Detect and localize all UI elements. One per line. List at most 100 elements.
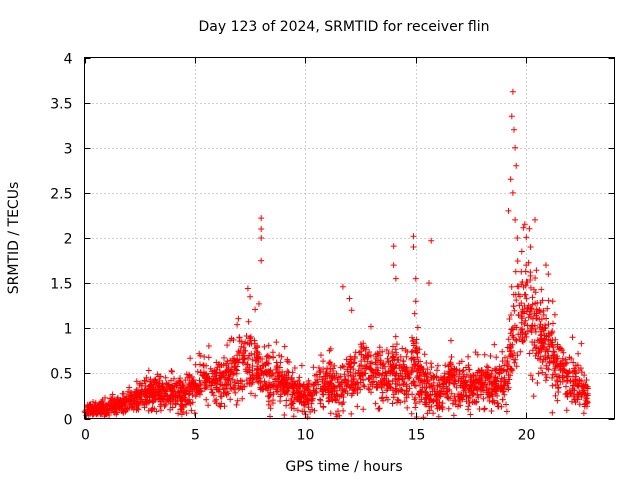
data-point: [301, 402, 307, 409]
data-point: [119, 408, 126, 415]
data-point: [409, 348, 416, 355]
data-point: [372, 400, 379, 407]
data-point: [382, 370, 389, 377]
data-point: [291, 365, 298, 371]
data-point: [550, 320, 556, 327]
data-point: [156, 395, 163, 402]
data-point: [109, 397, 116, 404]
data-point: [396, 365, 403, 372]
data-point: [311, 381, 318, 388]
data-point: [410, 340, 417, 347]
data-point: [533, 310, 540, 317]
data-point: [417, 363, 424, 370]
data-point: [574, 378, 581, 385]
data-point: [299, 408, 306, 415]
data-point: [197, 381, 204, 387]
data-point: [317, 369, 324, 376]
data-point: [538, 365, 544, 372]
data-point: [298, 362, 305, 369]
data-point: [507, 365, 514, 372]
data-point: [518, 313, 525, 320]
data-point: [366, 365, 373, 372]
data-point: [344, 390, 351, 397]
data-point: [385, 350, 392, 357]
x-axis-label: GPS time / hours: [285, 459, 402, 475]
data-point: [272, 375, 279, 382]
data-point: [545, 271, 552, 278]
data-point: [156, 386, 163, 393]
data-point: [406, 385, 413, 392]
data-point: [534, 380, 541, 386]
data-point: [244, 361, 251, 368]
data-point: [390, 262, 397, 269]
data-point: [522, 317, 529, 324]
data-point: [327, 379, 334, 386]
data-point: [205, 402, 212, 409]
data-point: [257, 379, 264, 386]
data-point: [385, 359, 392, 366]
data-point: [433, 373, 440, 380]
data-point: [288, 375, 295, 382]
data-point: [568, 355, 575, 362]
data-point: [269, 400, 276, 406]
data-point: [258, 215, 265, 222]
data-point: [545, 336, 552, 343]
data-point: [358, 348, 364, 355]
data-point: [256, 351, 263, 358]
data-point: [452, 397, 459, 404]
data-point: [529, 339, 536, 345]
data-point: [295, 377, 302, 384]
data-point: [283, 372, 290, 379]
data-point: [527, 244, 534, 250]
data-point: [339, 385, 346, 392]
data-point: [537, 356, 543, 363]
data-point: [217, 393, 224, 400]
data-point: [459, 368, 466, 375]
data-point: [571, 392, 578, 399]
data-point: [413, 367, 420, 374]
data-point: [492, 374, 499, 381]
data-point: [354, 403, 361, 410]
data-point: [180, 404, 187, 411]
data-point: [403, 387, 410, 394]
data-point: [143, 374, 150, 381]
data-point: [494, 400, 501, 407]
data-point: [273, 388, 280, 395]
data-point: [354, 379, 361, 386]
data-point: [583, 377, 590, 383]
data-point: [176, 378, 183, 385]
data-point: [216, 364, 223, 370]
data-point: [139, 388, 146, 395]
data-point: [411, 382, 418, 389]
data-point: [517, 348, 524, 355]
data-point: [169, 404, 176, 411]
data-point: [569, 334, 576, 341]
data-point: [403, 394, 410, 401]
data-point: [228, 360, 235, 367]
data-point: [365, 385, 372, 392]
data-point: [178, 388, 185, 395]
data-point: [128, 397, 135, 404]
data-point: [509, 88, 516, 95]
data-point: [499, 396, 506, 403]
data-point: [533, 267, 540, 274]
data-point: [577, 365, 584, 372]
data-point: [453, 384, 460, 391]
data-point: [584, 385, 591, 392]
data-point: [203, 396, 210, 403]
data-point: [296, 374, 303, 381]
data-point: [265, 393, 271, 400]
data-point: [510, 326, 517, 333]
data-point: [428, 374, 435, 381]
data-point: [265, 342, 272, 349]
data-point: [396, 382, 403, 389]
data-point: [234, 397, 241, 404]
data-point: [316, 364, 322, 371]
data-point: [214, 377, 221, 384]
data-point: [448, 354, 455, 360]
data-point: [143, 393, 150, 400]
data-point: [527, 284, 534, 291]
data-point: [355, 369, 362, 376]
data-point: [120, 390, 127, 397]
data-point: [307, 408, 314, 415]
